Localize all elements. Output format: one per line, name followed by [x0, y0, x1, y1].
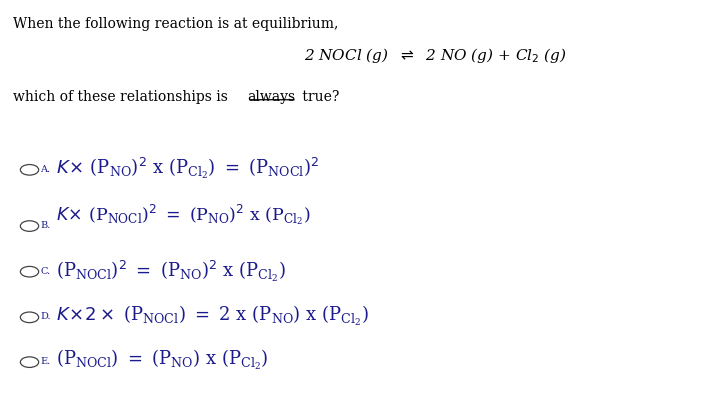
Text: A.: A.: [40, 165, 50, 174]
Text: 2 NOCl (g)  $\rightleftharpoons$  2 NO (g) + Cl$_2$ (g): 2 NOCl (g) $\rightleftharpoons$ 2 NO (g)…: [304, 45, 566, 64]
Text: $K\!\times\!$ (P$_{\mathregular{NOCl}}$)$^2$ $=$ (P$_{\mathregular{NO}}$)$^2$ x : $K\!\times\!$ (P$_{\mathregular{NOCl}}$)…: [55, 202, 310, 228]
Text: E.: E.: [40, 357, 50, 366]
Text: $K\!\times\!2\times$ (P$_{\mathregular{NOCl}}$) $=$ 2 x (P$_{\mathregular{NO}}$): $K\!\times\!2\times$ (P$_{\mathregular{N…: [55, 304, 368, 328]
Text: B.: B.: [40, 221, 50, 230]
Text: true?: true?: [298, 90, 339, 104]
Text: which of these relationships is: which of these relationships is: [13, 90, 233, 104]
Text: $K\!\times\!$ (P$_{\mathregular{NO}}$)$^2$ x (P$_{\mathregular{Cl_2}}$) $=$ (P$_: $K\!\times\!$ (P$_{\mathregular{NO}}$)$^…: [55, 156, 318, 181]
Text: When the following reaction is at equilibrium,: When the following reaction is at equili…: [13, 17, 339, 31]
Text: D.: D.: [40, 313, 50, 321]
Text: C.: C.: [40, 267, 50, 276]
Text: always: always: [247, 90, 296, 104]
Text: (P$_{\mathregular{NOCl}}$)$^2$ $=$ (P$_{\mathregular{NO}}$)$^2$ x (P$_{\mathregu: (P$_{\mathregular{NOCl}}$)$^2$ $=$ (P$_{…: [55, 259, 285, 284]
Text: (P$_{\mathregular{NOCl}}$) $=$ (P$_{\mathregular{NO}}$) x (P$_{\mathregular{Cl_2: (P$_{\mathregular{NOCl}}$) $=$ (P$_{\mat…: [55, 348, 268, 373]
